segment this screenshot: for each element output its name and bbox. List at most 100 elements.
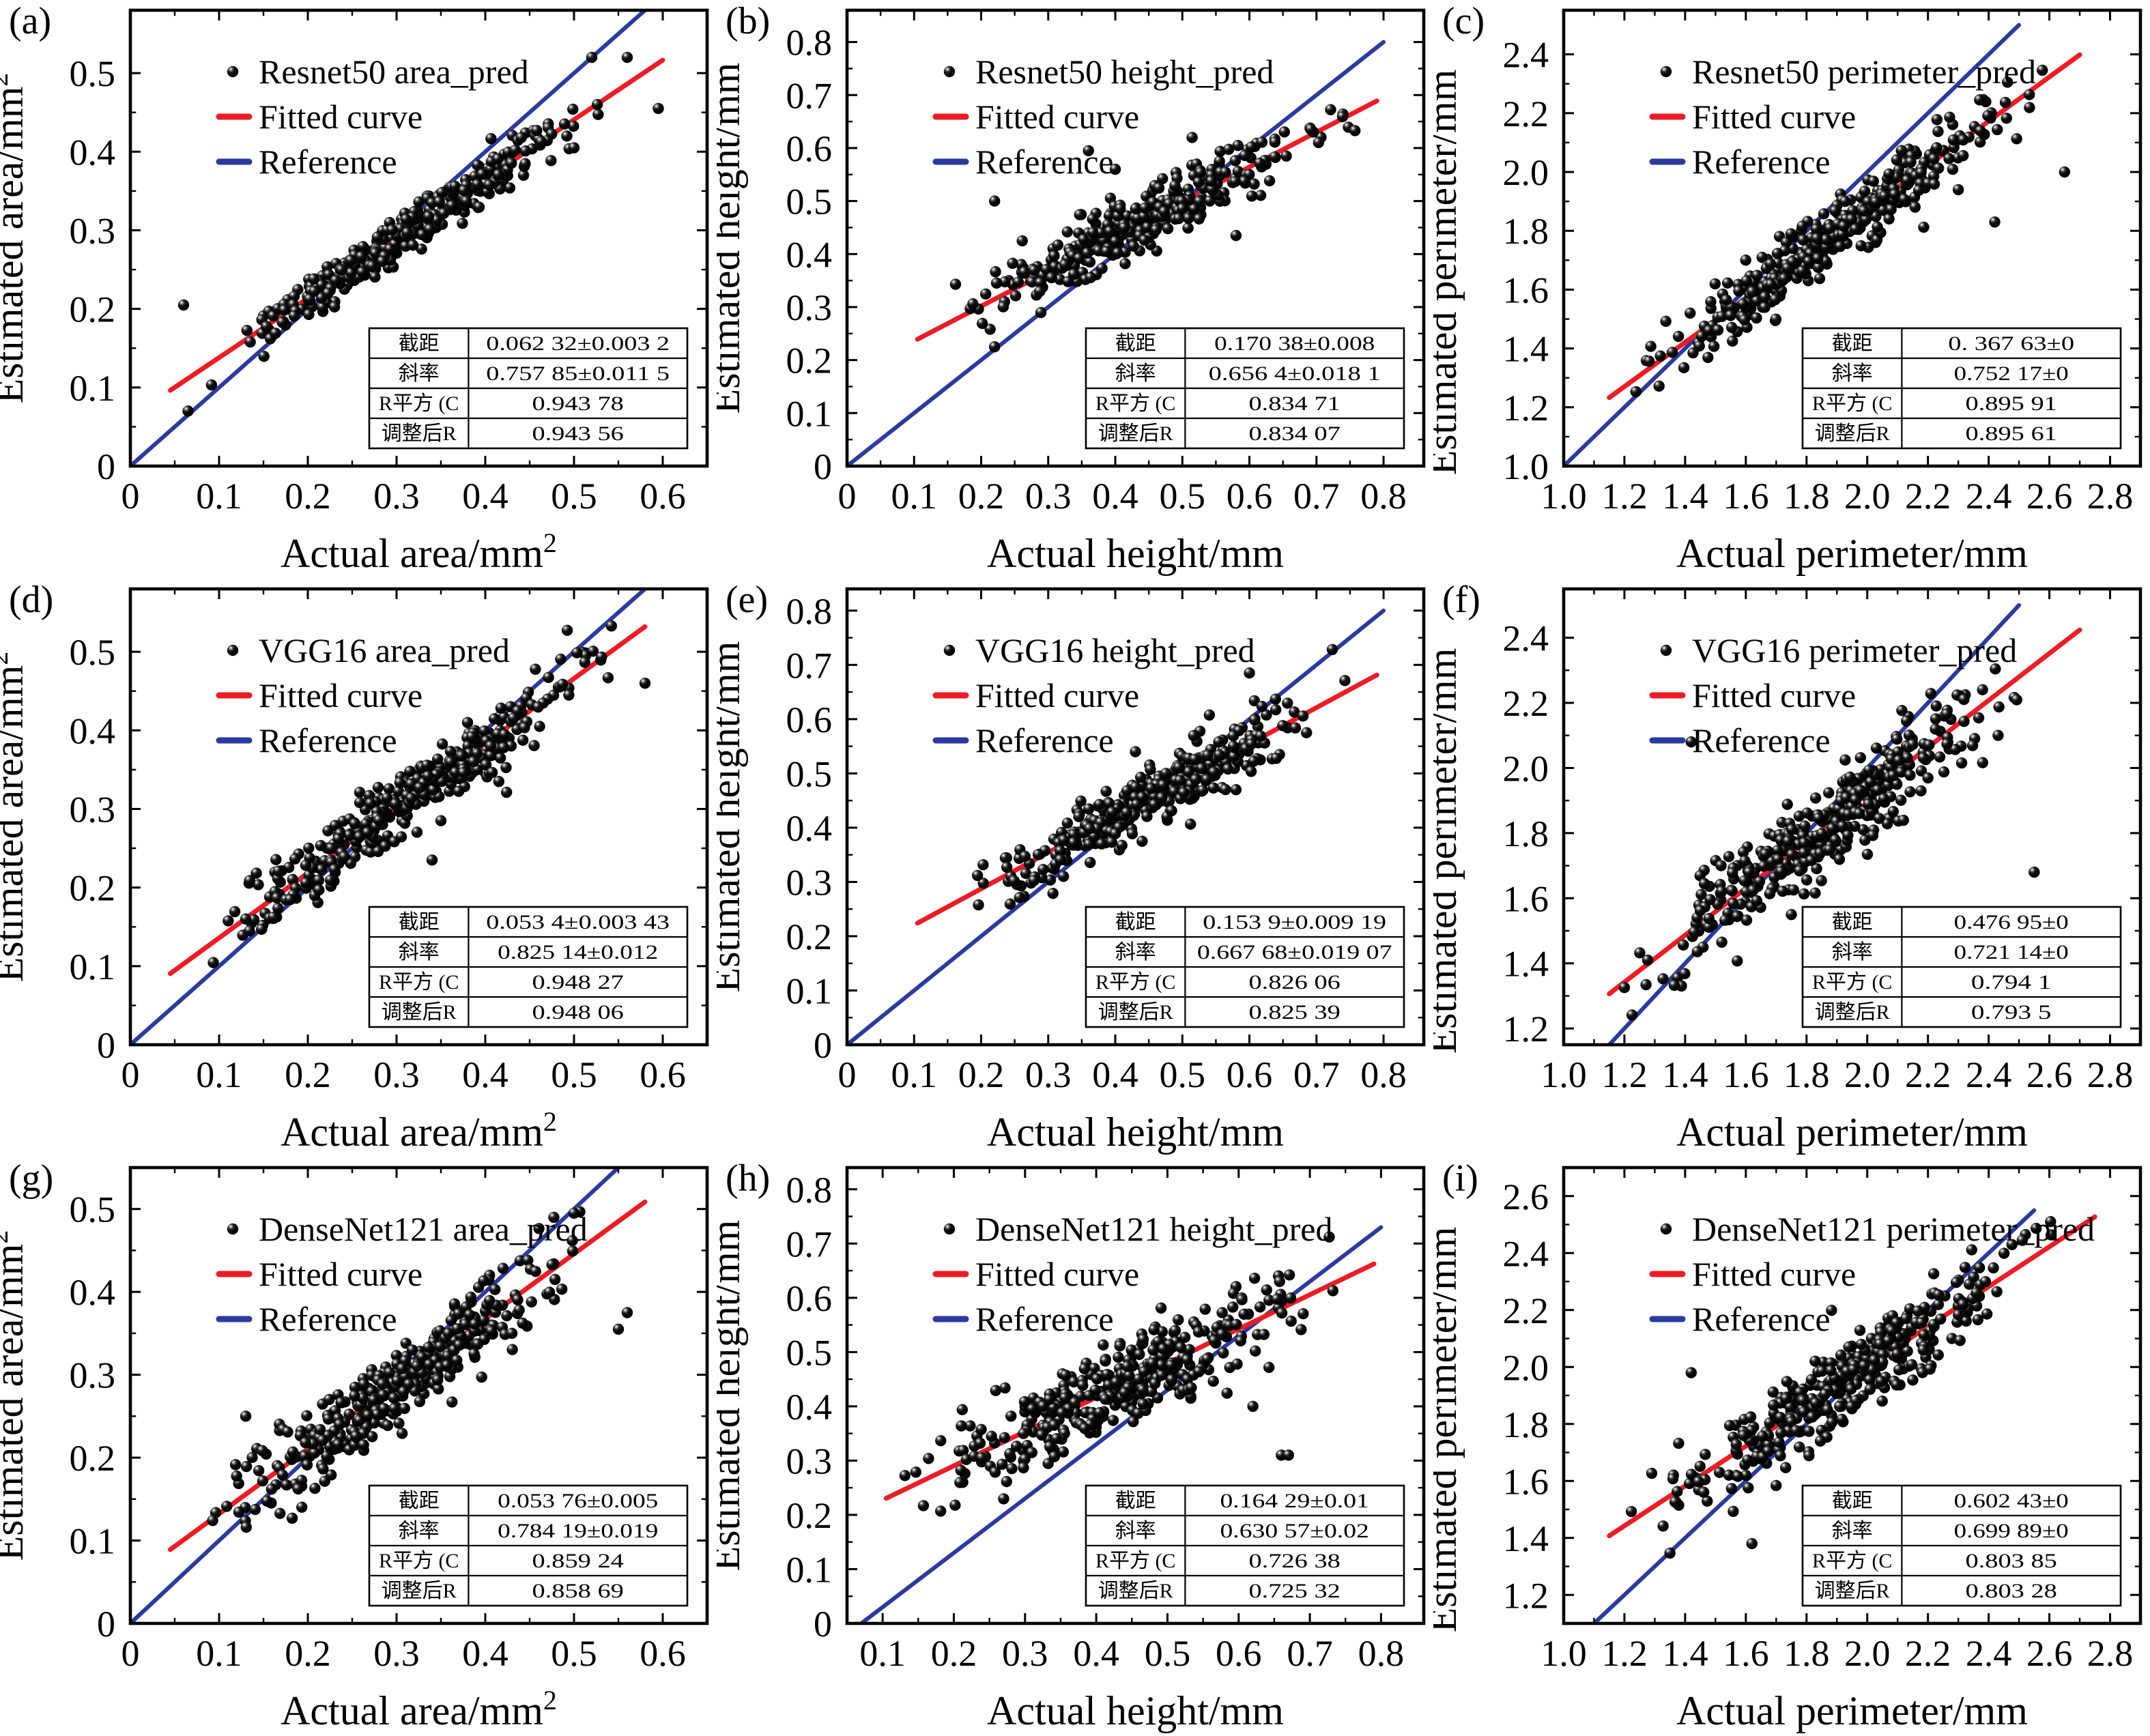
svg-text:0.2: 0.2 — [70, 289, 116, 330]
svg-text:DenseNet121 perimeter_pred: DenseNet121 perimeter_pred — [1692, 1210, 2095, 1248]
svg-text:0.5: 0.5 — [786, 753, 833, 794]
svg-text:0.943 78: 0.943 78 — [532, 392, 623, 415]
svg-text:0.1: 0.1 — [196, 1054, 242, 1095]
svg-text:0.5: 0.5 — [70, 53, 116, 94]
svg-text:R平方 (C: R平方 (C — [379, 1550, 459, 1572]
svg-text:0.4: 0.4 — [462, 476, 508, 517]
svg-text:调整后R: 调整后R — [1098, 1580, 1173, 1602]
svg-text:0.2: 0.2 — [70, 868, 116, 909]
svg-text:Fitted curve: Fitted curve — [975, 98, 1139, 136]
svg-text:0.170 38±0.008: 0.170 38±0.008 — [1214, 332, 1375, 355]
svg-text:0.948 27: 0.948 27 — [532, 971, 623, 994]
svg-text:斜率: 斜率 — [1115, 941, 1156, 964]
svg-text:(b): (b) — [726, 0, 770, 42]
svg-text:0.4: 0.4 — [70, 710, 116, 751]
svg-text:0.5: 0.5 — [1160, 476, 1206, 517]
svg-text:0.1: 0.1 — [891, 476, 938, 517]
svg-text:(f): (f) — [1442, 579, 1480, 621]
svg-text:0.4: 0.4 — [1092, 1054, 1138, 1095]
svg-text:Fitted curve: Fitted curve — [259, 1255, 422, 1293]
svg-text:0.153 9±0.009 19: 0.153 9±0.009 19 — [1203, 911, 1386, 934]
svg-text:0.1: 0.1 — [786, 970, 833, 1011]
svg-text:Estimated area/mm2: Estimated area/mm2 — [0, 73, 31, 404]
svg-text:0: 0 — [97, 1604, 115, 1645]
svg-text:0.859 24: 0.859 24 — [532, 1550, 623, 1572]
svg-text:1.6: 1.6 — [1723, 1054, 1769, 1095]
svg-text:1.8: 1.8 — [1503, 211, 1549, 252]
svg-text:1.4: 1.4 — [1503, 1518, 1549, 1559]
svg-text:2.0: 2.0 — [1844, 1054, 1891, 1095]
svg-text:0.834 71: 0.834 71 — [1248, 392, 1340, 415]
svg-text:0.6: 0.6 — [786, 699, 833, 740]
svg-text:0.3: 0.3 — [373, 1054, 420, 1095]
svg-text:1.0: 1.0 — [1503, 446, 1549, 487]
svg-text:(i): (i) — [1442, 1157, 1478, 1200]
svg-text:0.3: 0.3 — [373, 476, 420, 517]
svg-text:1.6: 1.6 — [1723, 476, 1769, 517]
svg-text:0.2: 0.2 — [285, 476, 331, 517]
svg-text:Estimated height/mm: Estimated height/mm — [717, 1220, 748, 1572]
svg-text:R平方 (C: R平方 (C — [1095, 392, 1176, 415]
svg-text:斜率: 斜率 — [399, 941, 440, 964]
svg-text:Actual area/mm2: Actual area/mm2 — [281, 1685, 557, 1733]
svg-text:Reference: Reference — [259, 143, 397, 181]
svg-text:Resnet50 area_pred: Resnet50 area_pred — [259, 53, 529, 91]
svg-text:0.3: 0.3 — [786, 862, 833, 903]
svg-text:0.803 85: 0.803 85 — [1965, 1550, 2056, 1572]
svg-text:2.2: 2.2 — [1503, 683, 1549, 724]
svg-text:Fitted curve: Fitted curve — [975, 1255, 1139, 1293]
svg-text:Estimated height/mm: Estimated height/mm — [717, 641, 748, 993]
svg-text:2.0: 2.0 — [1844, 476, 1891, 517]
svg-text:调整后R: 调整后R — [1815, 1580, 1890, 1602]
svg-text:Fitted curve: Fitted curve — [1692, 98, 1856, 136]
svg-text:0.602 43±0: 0.602 43±0 — [1954, 1490, 2069, 1512]
svg-text:1.0: 1.0 — [1540, 1054, 1587, 1095]
svg-text:R平方 (C: R平方 (C — [1095, 971, 1176, 994]
svg-text:0.943 56: 0.943 56 — [532, 422, 623, 445]
svg-text:0.1: 0.1 — [196, 476, 242, 517]
svg-text:1.8: 1.8 — [1503, 813, 1549, 854]
svg-text:0.8: 0.8 — [786, 591, 833, 632]
svg-text:0.1: 0.1 — [196, 1633, 242, 1674]
svg-text:0.6: 0.6 — [1227, 1054, 1273, 1095]
svg-text:2.2: 2.2 — [1905, 1633, 1951, 1674]
svg-text:0.4: 0.4 — [462, 1054, 508, 1095]
svg-text:2.2: 2.2 — [1905, 476, 1951, 517]
svg-text:0.1: 0.1 — [786, 393, 833, 434]
svg-text:0. 367 63±0: 0. 367 63±0 — [1948, 332, 2074, 355]
svg-text:调整后R: 调整后R — [1098, 422, 1173, 445]
svg-text:Fitted curve: Fitted curve — [259, 676, 422, 714]
svg-text:0.2: 0.2 — [786, 341, 833, 381]
svg-text:0.794 1: 0.794 1 — [1971, 971, 2052, 994]
svg-text:Estimated height/mm: Estimated height/mm — [717, 63, 748, 414]
svg-text:1.4: 1.4 — [1662, 1054, 1708, 1095]
svg-text:R平方 (C: R平方 (C — [1812, 392, 1893, 415]
svg-text:Reference: Reference — [259, 721, 397, 760]
svg-text:0.2: 0.2 — [786, 916, 833, 957]
svg-text:Fitted curve: Fitted curve — [1692, 676, 1856, 714]
svg-text:1.8: 1.8 — [1783, 1633, 1830, 1674]
svg-text:斜率: 斜率 — [1832, 362, 1873, 385]
svg-text:0.826 06: 0.826 06 — [1248, 971, 1340, 994]
svg-text:截距: 截距 — [1115, 332, 1156, 355]
svg-text:2.8: 2.8 — [2087, 1633, 2134, 1674]
svg-text:0.5: 0.5 — [551, 476, 597, 517]
svg-text:0.630 57±0.02: 0.630 57±0.02 — [1220, 1520, 1368, 1542]
svg-text:0.053 76±0.005: 0.053 76±0.005 — [498, 1490, 658, 1512]
svg-text:0: 0 — [838, 476, 857, 517]
svg-text:0: 0 — [838, 1054, 857, 1095]
svg-text:Estimated area/mm2: Estimated area/mm2 — [0, 1230, 31, 1561]
svg-text:斜率: 斜率 — [1115, 362, 1156, 385]
svg-text:0.6: 0.6 — [1216, 1633, 1262, 1674]
svg-text:0.4: 0.4 — [70, 132, 116, 173]
svg-text:0.1: 0.1 — [786, 1549, 833, 1590]
svg-text:0: 0 — [97, 446, 115, 487]
svg-text:0.1: 0.1 — [70, 1521, 116, 1562]
svg-text:斜率: 斜率 — [399, 1520, 440, 1542]
svg-text:0.7: 0.7 — [1287, 1633, 1333, 1674]
svg-text:斜率: 斜率 — [1832, 941, 1873, 964]
svg-text:0.2: 0.2 — [786, 1495, 833, 1536]
svg-text:斜率: 斜率 — [399, 362, 440, 385]
svg-text:Actual height/mm: Actual height/mm — [987, 1688, 1284, 1733]
svg-text:2.4: 2.4 — [1503, 35, 1549, 76]
